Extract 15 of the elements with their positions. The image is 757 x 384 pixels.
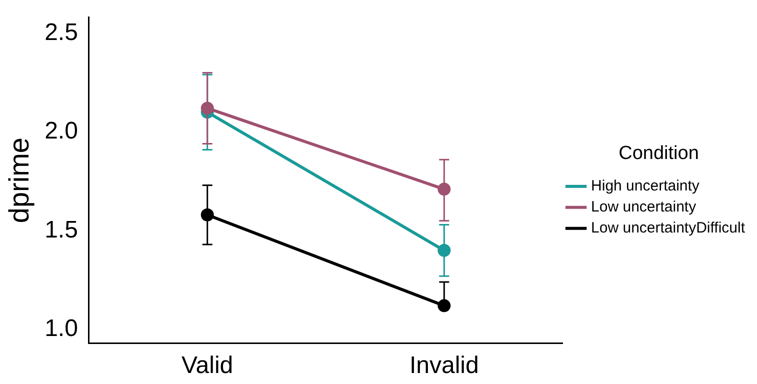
y-tick-label: 2.0 bbox=[44, 118, 78, 145]
point bbox=[438, 182, 451, 196]
legend-label: High uncertainty bbox=[591, 178, 700, 195]
legend-title: Condition bbox=[618, 142, 699, 164]
x-tick-label: Invalid bbox=[409, 352, 479, 380]
y-tick-label: 1.0 bbox=[44, 315, 78, 342]
point bbox=[200, 208, 214, 222]
point bbox=[200, 102, 214, 115]
y-tick-label: 1.5 bbox=[44, 216, 78, 244]
x-tick-label: Valid bbox=[182, 352, 234, 380]
legend-label: Low uncertaintyDifficult bbox=[591, 220, 746, 237]
point bbox=[438, 244, 451, 257]
y-axis-title: dprime bbox=[4, 138, 35, 224]
y-tick-label: 2.5 bbox=[44, 18, 78, 46]
legend-label: Low uncertainty bbox=[591, 198, 697, 216]
